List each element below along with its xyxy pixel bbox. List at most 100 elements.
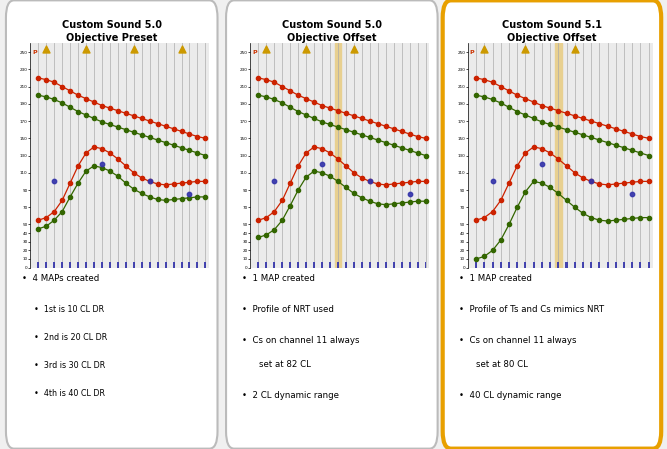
- Bar: [508, 262, 510, 268]
- Text: •  3rd is 30 CL DR: • 3rd is 30 CL DR: [35, 361, 105, 370]
- Text: Custom Sound 5.0
Objective Offset: Custom Sound 5.0 Objective Offset: [282, 20, 382, 43]
- Text: •  2nd is 20 CL DR: • 2nd is 20 CL DR: [35, 333, 107, 342]
- Bar: [516, 262, 518, 268]
- Point: [586, 178, 596, 185]
- Point: [184, 191, 195, 198]
- Point: [479, 46, 490, 53]
- Point: [261, 46, 271, 53]
- Bar: [265, 262, 267, 268]
- Bar: [345, 262, 347, 268]
- Bar: [337, 262, 339, 268]
- Text: •  Profile of NRT used: • Profile of NRT used: [242, 305, 334, 314]
- Bar: [335, 44, 341, 268]
- Bar: [417, 262, 418, 268]
- Bar: [484, 262, 486, 268]
- Point: [364, 178, 375, 185]
- Text: •  Cs on channel 11 always: • Cs on channel 11 always: [242, 336, 360, 345]
- Bar: [369, 262, 371, 268]
- Bar: [53, 262, 55, 268]
- Bar: [353, 262, 355, 268]
- Bar: [305, 262, 307, 268]
- Bar: [281, 262, 283, 268]
- Point: [144, 178, 155, 185]
- Bar: [273, 262, 275, 268]
- Bar: [393, 262, 395, 268]
- Bar: [77, 262, 79, 268]
- Bar: [257, 262, 259, 268]
- Bar: [69, 262, 71, 268]
- Point: [97, 161, 107, 168]
- Bar: [424, 262, 426, 268]
- Bar: [631, 262, 633, 268]
- Point: [536, 161, 547, 168]
- Text: Custom Sound 5.1
Objective Offset: Custom Sound 5.1 Objective Offset: [502, 20, 602, 43]
- Bar: [313, 262, 315, 268]
- Bar: [582, 262, 584, 268]
- Bar: [500, 262, 502, 268]
- Text: •  4th is 40 CL DR: • 4th is 40 CL DR: [35, 389, 105, 398]
- Point: [81, 46, 91, 53]
- Point: [317, 161, 327, 168]
- Bar: [361, 262, 363, 268]
- Bar: [117, 262, 119, 268]
- Bar: [566, 262, 568, 268]
- Bar: [321, 262, 323, 268]
- Bar: [141, 262, 143, 268]
- FancyBboxPatch shape: [226, 0, 438, 449]
- Text: •  1st is 10 CL DR: • 1st is 10 CL DR: [35, 305, 105, 314]
- Bar: [173, 262, 175, 268]
- Point: [487, 178, 498, 185]
- Bar: [85, 262, 87, 268]
- Bar: [149, 262, 151, 268]
- Point: [41, 46, 51, 53]
- Bar: [101, 262, 103, 268]
- Text: P: P: [470, 49, 474, 55]
- Point: [301, 46, 311, 53]
- Point: [269, 178, 279, 185]
- Text: Custom Sound 5.0
Objective Preset: Custom Sound 5.0 Objective Preset: [62, 20, 161, 43]
- Text: set at 80 CL: set at 80 CL: [476, 360, 528, 369]
- Bar: [574, 262, 576, 268]
- Bar: [329, 262, 331, 268]
- Bar: [475, 262, 477, 268]
- Bar: [401, 262, 403, 268]
- Text: •  Cs on channel 11 always: • Cs on channel 11 always: [460, 336, 577, 345]
- Text: •  Profile of Ts and Cs mimics NRT: • Profile of Ts and Cs mimics NRT: [460, 305, 604, 314]
- Point: [129, 46, 139, 53]
- Bar: [204, 262, 206, 268]
- Bar: [549, 262, 551, 268]
- Bar: [109, 262, 111, 268]
- Text: set at 82 CL: set at 82 CL: [259, 360, 310, 369]
- Text: •  2 CL dynamic range: • 2 CL dynamic range: [242, 391, 340, 400]
- Bar: [289, 262, 291, 268]
- FancyBboxPatch shape: [443, 0, 661, 449]
- Bar: [181, 262, 183, 268]
- Bar: [541, 262, 543, 268]
- Point: [176, 46, 187, 53]
- Bar: [165, 262, 167, 268]
- Bar: [45, 262, 47, 268]
- Point: [520, 46, 531, 53]
- Bar: [615, 262, 617, 268]
- Bar: [524, 262, 526, 268]
- Text: P: P: [32, 49, 37, 55]
- Bar: [377, 262, 379, 268]
- Bar: [533, 262, 535, 268]
- Bar: [385, 262, 387, 268]
- Bar: [93, 262, 95, 268]
- Bar: [606, 262, 608, 268]
- Text: P: P: [252, 49, 257, 55]
- Bar: [590, 262, 592, 268]
- Bar: [189, 262, 191, 268]
- Bar: [648, 262, 650, 268]
- Bar: [557, 262, 560, 268]
- Point: [349, 46, 360, 53]
- Bar: [640, 262, 642, 268]
- FancyBboxPatch shape: [6, 0, 217, 449]
- Bar: [197, 262, 198, 268]
- Point: [627, 191, 638, 198]
- Bar: [623, 262, 625, 268]
- Bar: [133, 262, 135, 268]
- Bar: [157, 262, 159, 268]
- Bar: [297, 262, 299, 268]
